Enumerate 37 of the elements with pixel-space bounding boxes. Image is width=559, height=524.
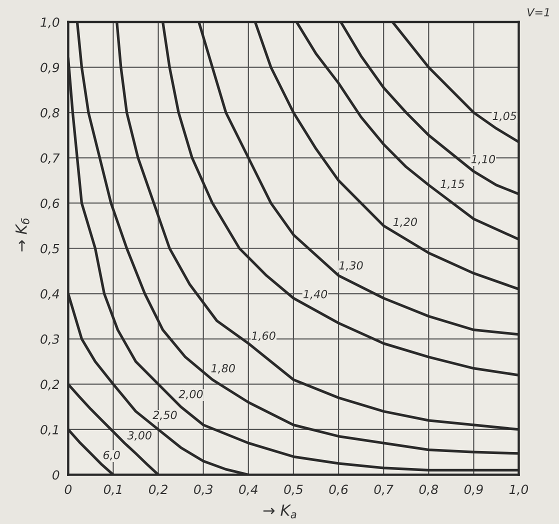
x-tick-label: 1,0 — [509, 484, 528, 496]
x-tick-label: 0,2 — [148, 484, 168, 496]
series-label: 1,40 — [303, 290, 328, 300]
series-label: 1,30 — [339, 261, 363, 271]
y-tick-label: 0,6 — [40, 198, 60, 210]
y-tick-label: 1,0 — [40, 17, 60, 28]
series-label: 3,00 — [127, 431, 152, 441]
x-tick-label: 0,7 — [374, 484, 394, 496]
x-axis-title: → K$_{a}$ — [263, 504, 296, 518]
y-tick-label: 0,7 — [40, 153, 60, 164]
series-label: 1,80 — [211, 364, 235, 374]
x-tick-label: 0 — [64, 484, 72, 494]
y-tick-label: 0,2 — [40, 380, 60, 390]
y-tick-label: 0 — [52, 470, 60, 480]
x-tick-label: 0,3 — [194, 484, 212, 496]
x-tick-label: 0,5 — [284, 484, 303, 496]
series-label: 1,10 — [471, 154, 496, 164]
series-label: 1,60 — [252, 332, 276, 342]
x-tick-label: 0,1 — [104, 484, 122, 496]
text: V=1 — [528, 8, 549, 16]
series-label: 1,05 — [492, 112, 516, 122]
series-label: 2,50 — [152, 410, 177, 420]
x-tick-label: 0,8 — [419, 484, 438, 496]
series-label: 2,00 — [178, 390, 203, 400]
series-label: 1,20 — [393, 218, 417, 228]
y-tick-label: 0,3 — [40, 334, 60, 346]
series-label: 1,15 — [440, 180, 464, 190]
y-axis-title: → K$_{б}$ — [16, 218, 30, 252]
x-tick-label: 0,6 — [329, 484, 348, 496]
y-tick-label: 0,5 — [40, 244, 60, 255]
x-tick-label: 0,9 — [464, 484, 483, 496]
y-tick-label: 0,9 — [40, 62, 60, 74]
y-tick-label: 0,1 — [40, 424, 58, 436]
series-label: 6,0 — [103, 450, 120, 460]
y-tick-label: 0,4 — [40, 289, 59, 300]
y-tick-label: 0,8 — [40, 108, 60, 119]
x-tick-label: 0,4 — [239, 484, 258, 496]
